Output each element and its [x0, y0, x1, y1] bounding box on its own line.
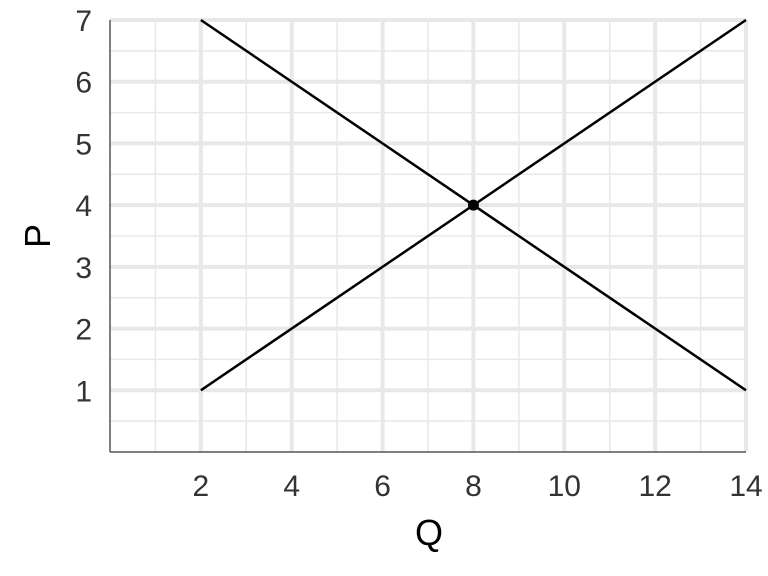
y-axis-title: P: [17, 224, 58, 248]
points-group: [467, 199, 479, 211]
y-tick-label: 7: [75, 5, 92, 38]
axes: [109, 20, 746, 453]
x-tick-label: 8: [465, 470, 482, 503]
intersection-point: [467, 199, 479, 211]
y-tick-label: 4: [75, 190, 92, 223]
y-tick-label: 6: [75, 67, 92, 100]
x-axis-title: Q: [415, 512, 443, 553]
x-tick-label: 6: [374, 470, 391, 503]
x-tick-label: 14: [729, 470, 762, 503]
y-tick-label: 3: [75, 252, 92, 285]
x-tick-label: 4: [283, 470, 300, 503]
x-tick-label: 10: [548, 470, 581, 503]
x-tick-label: 12: [638, 470, 671, 503]
y-tick-label: 2: [75, 314, 92, 347]
grid: [110, 18, 748, 452]
x-tick-label: 2: [193, 470, 210, 503]
y-tick-label: 1: [75, 375, 92, 408]
y-tick-label: 5: [75, 128, 92, 161]
